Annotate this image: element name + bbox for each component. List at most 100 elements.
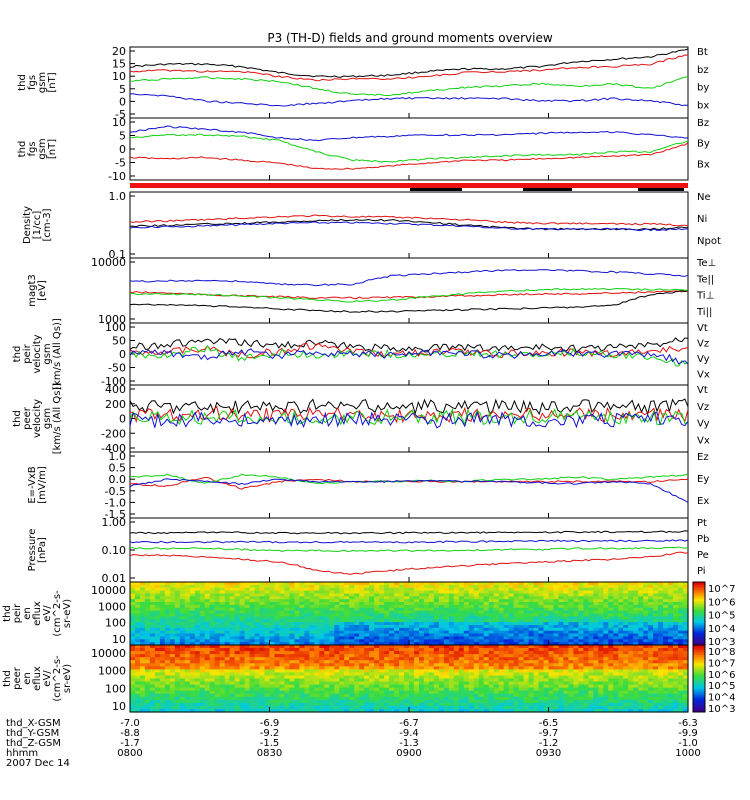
heatmap-cell (254, 616, 261, 620)
heatmap-cell (498, 687, 505, 692)
heatmap-cell (359, 616, 365, 620)
heatmap-cell (239, 651, 246, 655)
heatmap-cell (135, 699, 141, 704)
heatmap-cell (523, 616, 530, 620)
heatmap-cell (384, 687, 390, 692)
heatmap-cell (184, 654, 191, 658)
heatmap-cell (428, 627, 435, 632)
heatmap-cell (149, 709, 156, 713)
heatmap-cell (144, 613, 151, 617)
heatmap-cell (498, 678, 505, 683)
heatmap-cell (384, 709, 390, 713)
heatmap-cell (279, 627, 286, 632)
heatmap-cell (438, 672, 445, 676)
heatmap-cell (219, 636, 226, 640)
heatmap-cell (458, 616, 465, 620)
heatmap-cell (294, 630, 300, 635)
heatmap-cell (553, 610, 560, 615)
heatmap-cell (633, 663, 639, 667)
ytick-label: -1.5 (105, 508, 126, 521)
heatmap-cell (239, 607, 246, 612)
heatmap-cell (184, 705, 191, 710)
heatmap-cell (458, 602, 465, 606)
heatmap-cell (503, 709, 510, 713)
heatmap-cell (269, 639, 276, 643)
heatmap-cell (389, 666, 395, 670)
ylabel-line: peir (22, 343, 33, 363)
heatmap-cell (628, 633, 634, 637)
heatmap-cell (324, 666, 330, 670)
heatmap-cell (384, 696, 390, 701)
heatmap-cell (334, 599, 340, 603)
heatmap-cell (259, 672, 266, 676)
heatmap-cell (219, 678, 226, 683)
heatmap-cell (204, 590, 211, 595)
heatmap-cell (653, 587, 659, 592)
heatmap-cell (588, 681, 594, 686)
heatmap-cell (359, 678, 365, 683)
heatmap-cell (389, 639, 395, 643)
heatmap-cell (249, 590, 256, 595)
heatmap-cell (683, 619, 689, 623)
heatmap-cell (448, 669, 455, 673)
heatmap-cell (493, 654, 500, 658)
heatmap-cell (628, 593, 634, 597)
heatmap-cell (603, 639, 609, 643)
heatmap-cell (453, 696, 460, 701)
heatmap-cell (573, 613, 579, 617)
ytick-label: 0.1 (109, 248, 127, 261)
heatmap-cell (399, 593, 405, 597)
heatmap-cell (438, 675, 445, 680)
heatmap-cell (324, 669, 330, 673)
heatmap-cell (140, 619, 146, 623)
heatmap-cell (299, 678, 305, 683)
heatmap-cell (483, 709, 490, 713)
heatmap-cell (244, 693, 251, 698)
heatmap-cell (224, 596, 231, 600)
heatmap-cell (279, 639, 286, 643)
heatmap-cell (140, 648, 146, 652)
heatmap-cell (140, 681, 146, 686)
heatmap-cell (144, 625, 151, 629)
heatmap-cell (628, 663, 634, 667)
heatmap-cell (578, 636, 584, 640)
heatmap-cell (184, 681, 191, 686)
heatmap-cell (414, 582, 420, 586)
heatmap-cell (593, 582, 599, 586)
heatmap-cell (463, 687, 470, 692)
heatmap-cell (433, 672, 440, 676)
heatmap-cell (219, 672, 226, 676)
heatmap-cell (344, 587, 350, 592)
heatmap-cell (289, 693, 295, 698)
heatmap-cell (414, 642, 420, 646)
ylabel-line: (cm^2-s- (52, 590, 63, 637)
heatmap-cell (563, 587, 569, 592)
heatmap-cell (653, 633, 659, 637)
heatmap-cell (428, 590, 435, 595)
heatmap-cell (364, 627, 370, 632)
heatmap-cell (339, 699, 345, 704)
heatmap-cell (558, 696, 565, 701)
heatmap-cell (628, 684, 634, 689)
heatmap-cell (319, 709, 325, 713)
series-line (129, 214, 689, 227)
heatmap-cell (209, 599, 216, 603)
heatmap-cell (538, 590, 545, 595)
heatmap-cell (264, 590, 271, 595)
heatmap-cell (204, 627, 211, 632)
heatmap-cell (249, 681, 256, 686)
heatmap-cell (289, 666, 295, 670)
heatmap-cell (538, 625, 545, 629)
heatmap-cell (304, 672, 310, 676)
heatmap-cell (473, 654, 480, 658)
heatmap-cell (239, 660, 246, 664)
heatmap-cell (598, 681, 604, 686)
heatmap-cell (209, 666, 216, 670)
ylabel-line: thd (17, 74, 28, 91)
heatmap-cell (608, 687, 614, 692)
heatmap-cell (309, 648, 315, 652)
heatmap-cell (533, 678, 540, 683)
heatmap-cell (638, 602, 644, 606)
heatmap-cell (299, 709, 305, 713)
heatmap-cell (394, 690, 400, 695)
